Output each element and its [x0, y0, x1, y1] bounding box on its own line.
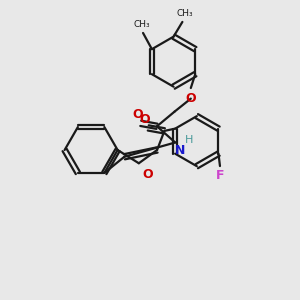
- Text: O: O: [132, 108, 142, 121]
- Text: O: O: [142, 168, 153, 181]
- Text: O: O: [185, 92, 196, 105]
- Text: H: H: [184, 135, 193, 145]
- Text: O: O: [140, 112, 150, 126]
- Text: F: F: [216, 169, 224, 182]
- Text: N: N: [175, 144, 186, 157]
- Text: CH₃: CH₃: [133, 20, 150, 29]
- Text: CH₃: CH₃: [176, 9, 193, 18]
